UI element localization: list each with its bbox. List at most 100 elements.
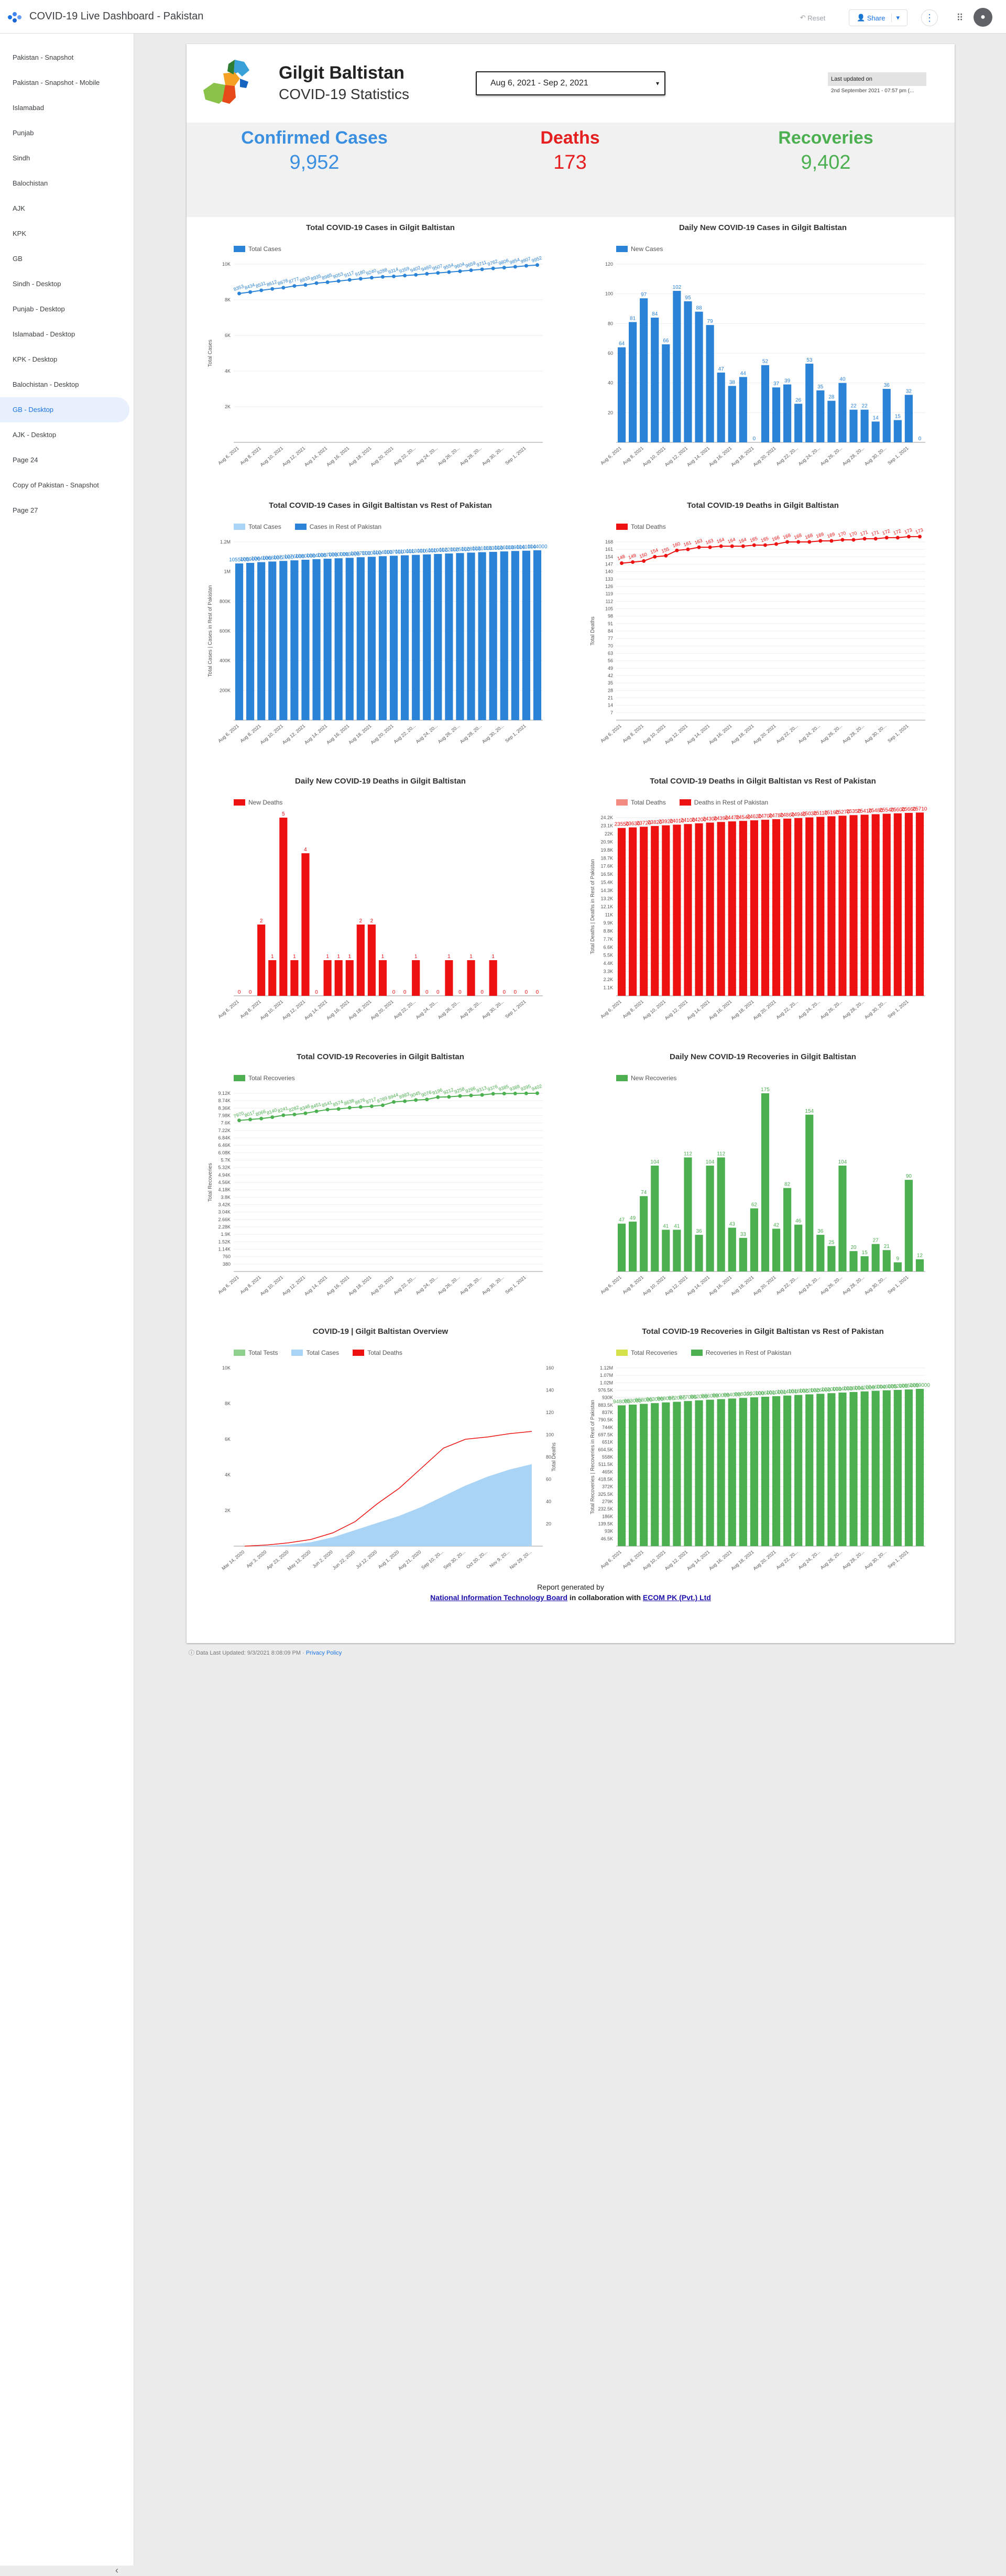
bar[interactable] — [467, 552, 475, 720]
bar[interactable] — [750, 820, 758, 996]
bar[interactable] — [533, 550, 542, 720]
bar[interactable] — [816, 1235, 825, 1271]
sidebar-item[interactable]: KPK - Desktop — [13, 355, 58, 363]
sidebar-item[interactable]: Sindh — [13, 154, 30, 162]
bar[interactable] — [882, 813, 891, 996]
bar[interactable] — [629, 827, 637, 996]
bar[interactable] — [673, 1230, 681, 1271]
bar[interactable] — [805, 817, 814, 996]
bar[interactable] — [412, 555, 420, 720]
data-point[interactable] — [347, 278, 352, 282]
sidebar-item[interactable]: Page 24 — [13, 456, 38, 464]
data-point[interactable] — [248, 290, 253, 294]
data-point[interactable] — [469, 268, 473, 273]
data-point[interactable] — [524, 1091, 528, 1095]
bar[interactable] — [794, 1395, 803, 1546]
bar[interactable] — [915, 1259, 924, 1271]
bar[interactable] — [445, 553, 453, 720]
bar[interactable] — [849, 815, 858, 996]
bar[interactable] — [706, 1399, 714, 1546]
bar[interactable] — [389, 556, 398, 720]
data-point[interactable] — [336, 279, 341, 283]
data-point[interactable] — [403, 1099, 407, 1103]
sidebar-item[interactable]: Sindh - Desktop — [13, 280, 61, 288]
bar[interactable] — [500, 551, 508, 720]
data-point[interactable] — [840, 538, 845, 542]
data-point[interactable] — [785, 540, 790, 544]
bar[interactable] — [456, 553, 464, 720]
data-point[interactable] — [664, 553, 668, 558]
bar[interactable] — [893, 1389, 902, 1546]
bar[interactable] — [301, 560, 310, 720]
bar[interactable] — [838, 1165, 847, 1271]
share-button[interactable]: 👤 Share ▾ — [849, 9, 907, 26]
bar[interactable] — [290, 560, 299, 720]
sidebar-item[interactable]: Balochistan — [13, 179, 48, 187]
bar[interactable] — [478, 552, 486, 720]
data-point[interactable] — [281, 286, 286, 290]
bar[interactable] — [489, 960, 497, 996]
data-point[interactable] — [675, 548, 679, 552]
chart-c9[interactable]: 2K 4K 6K 8K 10K 20 40 60 80 100 120 140 160 Total Dea… — [202, 1342, 559, 1588]
bar[interactable] — [871, 1244, 880, 1271]
bar[interactable] — [772, 1396, 781, 1546]
bar[interactable] — [739, 1237, 747, 1271]
data-point[interactable] — [358, 277, 363, 281]
bar[interactable] — [794, 1224, 803, 1271]
data-point[interactable] — [237, 291, 242, 296]
data-point[interactable] — [458, 269, 462, 273]
data-point[interactable] — [862, 537, 867, 541]
data-point[interactable] — [270, 287, 275, 291]
data-point[interactable] — [752, 543, 756, 547]
bar[interactable] — [640, 1196, 648, 1271]
bar[interactable] — [279, 561, 288, 720]
data-point[interactable] — [884, 536, 889, 540]
bar[interactable] — [893, 420, 902, 443]
bar[interactable] — [662, 1230, 670, 1271]
data-point[interactable] — [248, 1117, 253, 1122]
bar[interactable] — [816, 817, 825, 996]
bar[interactable] — [849, 1251, 858, 1271]
bar[interactable] — [772, 1229, 781, 1271]
date-range-control[interactable]: Aug 6, 2021 - Sep 2, 2021 ▾ — [476, 71, 665, 95]
bar[interactable] — [783, 384, 792, 443]
bar[interactable] — [651, 826, 659, 996]
bar[interactable] — [312, 559, 321, 720]
bar[interactable] — [246, 562, 255, 720]
bar[interactable] — [761, 820, 770, 996]
sidebar-item[interactable]: Copy of Pakistan - Snapshot — [13, 481, 99, 489]
bar[interactable] — [882, 1390, 891, 1546]
bar[interactable] — [728, 386, 736, 442]
sidebar-item[interactable]: GB - Desktop — [0, 397, 129, 422]
bar[interactable] — [827, 1393, 836, 1546]
bar[interactable] — [279, 818, 288, 996]
bar[interactable] — [334, 960, 343, 996]
data-point[interactable] — [653, 555, 657, 559]
bar[interactable] — [794, 404, 803, 442]
data-point[interactable] — [631, 560, 635, 564]
bar[interactable] — [728, 1227, 736, 1271]
data-point[interactable] — [851, 538, 856, 542]
bar[interactable] — [695, 311, 703, 442]
bar[interactable] — [445, 960, 453, 996]
data-point[interactable] — [719, 544, 723, 548]
bar[interactable] — [915, 812, 924, 996]
bar[interactable] — [522, 550, 530, 720]
data-point[interactable] — [369, 276, 374, 280]
bar[interactable] — [257, 562, 266, 720]
share-dropdown-icon[interactable]: ▾ — [891, 14, 900, 22]
data-point[interactable] — [513, 1091, 517, 1095]
data-point[interactable] — [763, 543, 767, 547]
sidebar-item[interactable]: KPK — [13, 230, 27, 237]
sidebar-item[interactable]: GB — [13, 255, 23, 263]
bar[interactable] — [750, 1397, 758, 1546]
bar[interactable] — [915, 1388, 924, 1546]
sidebar-item[interactable]: AJK — [13, 204, 25, 212]
bar[interactable] — [257, 925, 266, 996]
bar[interactable] — [827, 1246, 836, 1271]
data-point[interactable] — [403, 274, 407, 278]
bar[interactable] — [772, 387, 781, 442]
bar[interactable] — [695, 1235, 703, 1271]
data-point[interactable] — [292, 284, 297, 288]
